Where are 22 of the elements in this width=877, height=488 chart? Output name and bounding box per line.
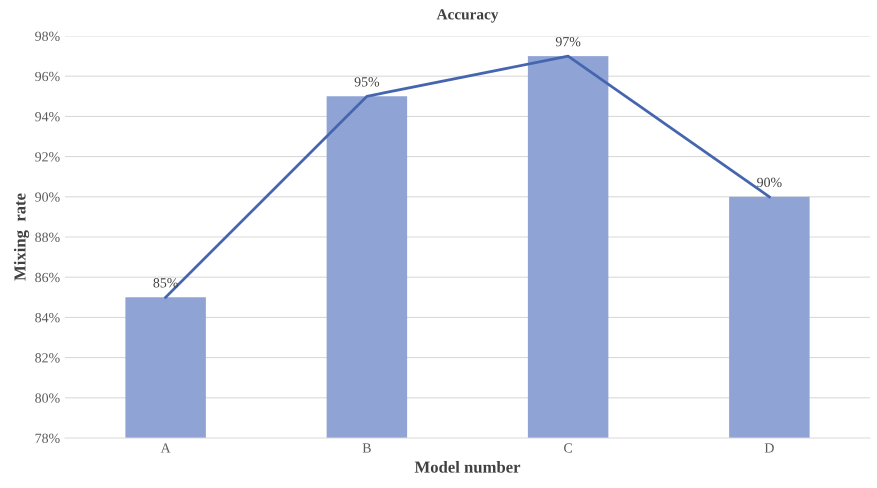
y-axis-title: Mixing rate [14,193,30,281]
x-tick-label: D [764,443,774,453]
data-label: 90% [757,178,782,188]
y-tick-label: 94% [35,112,60,122]
y-tick-label: 84% [35,312,60,322]
y-tick-label: 86% [35,272,60,282]
chart-title: Accuracy [436,9,498,23]
data-label: 85% [153,278,178,288]
x-axis-title: Model number [414,461,520,473]
y-tick-label: 92% [35,152,60,162]
y-tick-label: 80% [35,393,60,403]
data-label: 97% [556,36,580,46]
data-label: 95% [354,77,380,87]
x-tick-label: B [362,443,371,453]
y-tick-label: 78% [36,434,60,443]
x-tick-label: A [160,443,171,452]
y-tick-label: 98% [35,32,60,41]
y-tick-label: 90% [35,192,60,202]
y-tick-label: 96% [35,72,60,82]
x-tick-label: C [564,443,572,453]
y-tick-label: 88% [35,232,60,242]
y-tick-label: 82% [35,353,60,363]
